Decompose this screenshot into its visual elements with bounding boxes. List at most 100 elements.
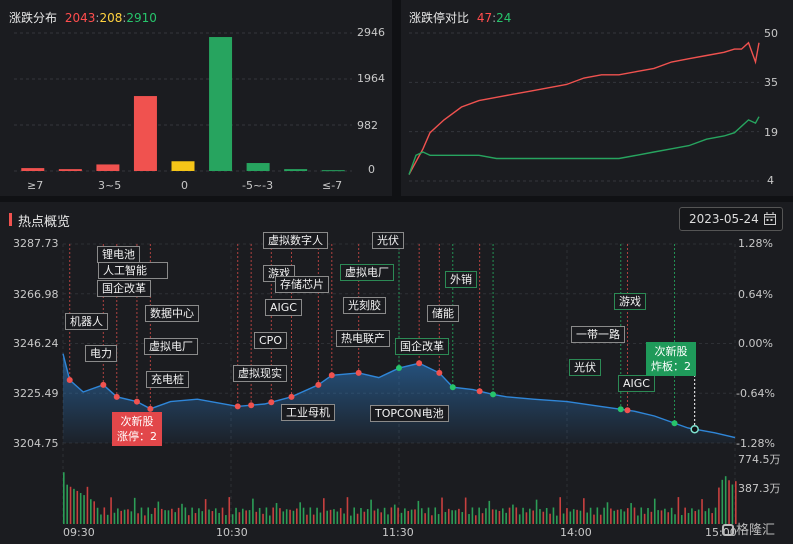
volume-bar [529,508,531,524]
topic-tag[interactable]: 一带一路 [571,326,625,343]
volume-bar [228,497,231,524]
left-tick: 3266.98 [13,288,59,301]
topic-tag[interactable]: 虚拟现实 [233,365,287,382]
volume-bar [697,509,700,524]
volume-bar [603,507,605,524]
topic-tag[interactable]: 虚拟电厂 [340,264,394,281]
topic-tag[interactable]: 国企改革 [97,280,151,297]
event-dot [416,360,423,367]
calendar-icon[interactable] [764,212,776,225]
volume-bar [181,503,183,524]
topic-tag[interactable]: 光伏 [569,359,601,376]
volume-bar [626,508,629,524]
topic-tag[interactable]: 光伏 [372,232,404,249]
topic-tag[interactable]: AIGC [265,299,302,316]
topic-tag[interactable]: 机器人 [65,313,108,330]
limit-chart [408,32,760,182]
topic-tag[interactable]: 工业母机 [281,404,335,421]
volume-bar [606,502,609,524]
topic-tag[interactable]: TOPCON电池 [370,405,449,422]
limit-title-text: 涨跌停对比 [409,11,470,25]
volume-bar [275,503,278,524]
volume-bar [106,514,109,524]
volume-bar [576,509,578,524]
volume-bar [93,501,95,524]
x-label: ≤-7 [322,179,343,192]
topic-tag[interactable]: 外销 [445,271,477,288]
volume-bar [63,472,65,524]
volume-bar [505,512,507,524]
volume-tick: 387.3万 [738,482,781,495]
event-dot [288,393,295,400]
bar [321,170,345,172]
volume-bar [302,507,305,524]
volume-bar [366,509,369,524]
volume-bar [630,503,632,524]
volume-bar [221,507,224,524]
limit-down-line [408,116,760,175]
topic-tag[interactable]: 国企改革 [395,338,449,355]
volume-bar [572,509,575,524]
volume-bar [333,509,335,524]
new-stock-burst-badge[interactable]: 次新股 炸板：2 [646,342,696,376]
topic-tag[interactable]: CPO [254,332,287,349]
volume-bar [393,504,396,524]
topic-tag[interactable]: 光刻胶 [343,297,386,314]
volume-bar [100,514,102,524]
volume-bar [474,515,477,524]
volume-bar [640,507,643,524]
topic-tag[interactable]: 数据中心 [145,305,199,322]
volume-bar [103,507,106,524]
badge-line: 次新股 [120,415,154,428]
volume-bar [241,508,244,524]
topic-tag[interactable]: 虚拟数字人 [263,232,328,249]
right-tick: 0.64% [738,288,773,301]
volume-bar [262,513,264,524]
volume-bar [144,515,146,524]
topic-tag[interactable]: 充电桩 [146,371,189,388]
volume-bar [424,513,426,524]
event-dot [315,381,322,388]
topic-tag[interactable]: 虚拟电厂 [144,338,198,355]
bar [58,169,82,171]
new-stock-limit-up-badge[interactable]: 次新股 涨停：2 [112,412,162,446]
volume-bar [714,507,717,524]
left-tick: 3204.75 [13,437,59,450]
topic-tag[interactable]: 锂电池 [97,246,140,263]
volume-bar [248,510,251,524]
hot-title-marker [9,213,12,226]
topic-tag[interactable]: AIGC [618,375,655,392]
volume-bar [177,507,180,524]
volume-bar [231,514,234,524]
topic-tag[interactable]: 热电联产 [336,330,390,347]
volume-bar [140,507,143,524]
volume-bar [356,513,359,524]
limit-up-line [408,41,760,175]
volume-bar [174,512,177,524]
right-tick: 0.00% [738,337,773,350]
volume-bar [670,507,673,524]
volume-bar [491,509,494,524]
topic-tag[interactable]: 人工智能 [98,262,168,279]
volume-bar [735,481,737,524]
topic-tag[interactable]: 储能 [427,305,459,322]
distribution-panel: 涨跌分布 2043:208:2910 2946 1964 982 0 ≥7 3~… [0,0,392,196]
volume-bar [218,512,220,524]
topic-tag[interactable]: 游戏 [614,293,646,310]
volume-bar [360,508,362,524]
topic-tag[interactable]: 电力 [85,345,117,362]
volume-bar [731,484,734,524]
volume-bar [404,508,406,524]
y-tick: 982 [357,119,378,132]
topic-tag[interactable]: 存储芯片 [275,276,329,293]
date-picker[interactable]: 2023-05-24 [679,207,783,231]
event-dot [133,398,140,405]
volume-bar [657,510,659,524]
volume-bar [566,508,568,524]
x-label: 3~5 [98,179,122,192]
index-area [63,353,735,443]
event-dot [248,402,255,409]
volume-bar [552,507,555,524]
volume-bar [660,510,663,524]
up-count: 2043 [64,11,96,25]
